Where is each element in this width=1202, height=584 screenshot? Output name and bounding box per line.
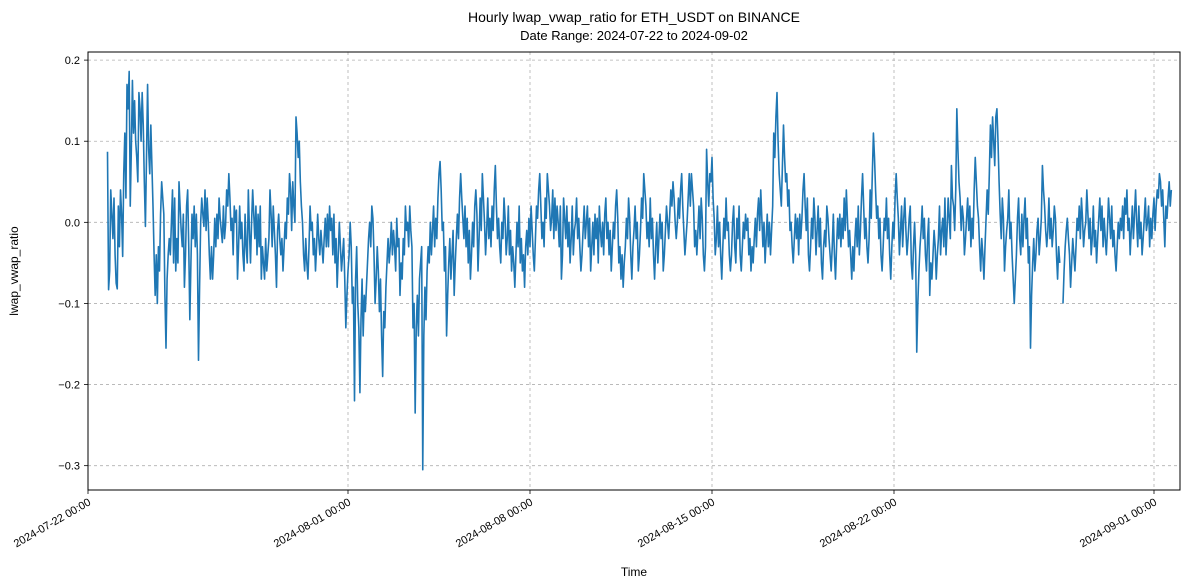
x-axis-label: Time [621, 565, 648, 579]
y-tick-label: −0.3 [58, 461, 80, 473]
y-tick-label: 0.1 [65, 136, 80, 148]
chart-container: −0.3−0.2−0.10.00.10.22024-07-22 00:00202… [0, 0, 1202, 584]
chart-title: Hourly lwap_vwap_ratio for ETH_USDT on B… [468, 9, 800, 25]
chart-subtitle: Date Range: 2024-07-22 to 2024-09-02 [520, 28, 748, 43]
y-axis-label: lwap_vwap_ratio [7, 226, 21, 316]
y-tick-label: 0.0 [65, 217, 80, 229]
y-tick-label: −0.1 [58, 298, 80, 310]
line-chart: −0.3−0.2−0.10.00.10.22024-07-22 00:00202… [0, 0, 1202, 584]
y-tick-label: 0.2 [65, 55, 80, 67]
y-tick-label: −0.2 [58, 380, 80, 392]
